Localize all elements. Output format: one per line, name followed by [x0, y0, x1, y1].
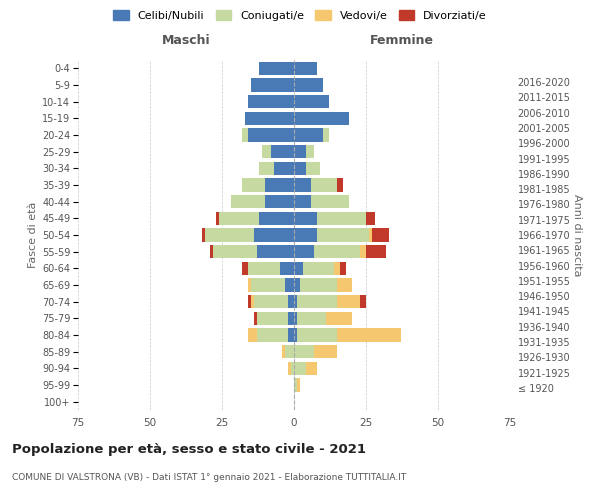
Bar — [294, 262, 302, 275]
Bar — [317, 212, 366, 225]
Bar — [360, 245, 366, 258]
Bar — [294, 378, 297, 392]
Bar — [245, 112, 294, 125]
Bar — [337, 295, 360, 308]
Bar — [288, 295, 294, 308]
Bar — [262, 145, 271, 158]
Bar — [202, 228, 205, 241]
Bar — [294, 128, 323, 141]
Bar — [242, 178, 265, 192]
Bar — [297, 328, 337, 342]
Bar — [317, 228, 369, 241]
Text: Femmine: Femmine — [370, 34, 434, 46]
Bar — [360, 295, 366, 308]
Bar — [294, 278, 300, 291]
Legend: Celibi/Nubili, Coniugati/e, Vedovi/e, Divorziati/e: Celibi/Nubili, Coniugati/e, Vedovi/e, Di… — [109, 6, 491, 25]
Bar — [294, 112, 349, 125]
Bar — [372, 228, 389, 241]
Bar — [242, 262, 248, 275]
Bar — [248, 328, 257, 342]
Bar — [337, 178, 343, 192]
Bar — [216, 212, 219, 225]
Bar — [248, 295, 251, 308]
Bar — [286, 278, 294, 291]
Bar — [248, 278, 251, 291]
Bar — [257, 328, 288, 342]
Bar — [294, 195, 311, 208]
Bar — [294, 162, 305, 175]
Bar — [297, 295, 337, 308]
Bar — [248, 262, 280, 275]
Bar — [305, 362, 317, 375]
Bar — [311, 195, 349, 208]
Bar — [311, 178, 337, 192]
Text: Maschi: Maschi — [161, 34, 211, 46]
Bar — [326, 312, 352, 325]
Bar — [323, 128, 329, 141]
Bar — [294, 145, 305, 158]
Bar — [294, 245, 314, 258]
Bar — [259, 212, 294, 225]
Bar — [248, 128, 294, 141]
Bar — [242, 128, 248, 141]
Bar — [265, 195, 294, 208]
Bar — [211, 245, 214, 258]
Bar — [294, 328, 297, 342]
Bar — [205, 228, 254, 241]
Bar — [248, 95, 294, 108]
Bar — [257, 312, 288, 325]
Bar — [230, 195, 265, 208]
Y-axis label: Fasce di età: Fasce di età — [28, 202, 38, 268]
Bar — [294, 345, 314, 358]
Bar — [294, 178, 311, 192]
Bar — [366, 245, 386, 258]
Bar — [294, 362, 305, 375]
Bar — [280, 262, 294, 275]
Bar — [288, 328, 294, 342]
Bar — [314, 345, 337, 358]
Bar — [274, 162, 294, 175]
Bar — [254, 228, 294, 241]
Bar — [283, 345, 286, 358]
Bar — [294, 228, 317, 241]
Bar — [294, 95, 329, 108]
Bar — [314, 245, 360, 258]
Bar — [251, 78, 294, 92]
Bar — [251, 278, 286, 291]
Text: COMUNE DI VALSTRONA (VB) - Dati ISTAT 1° gennaio 2021 - Elaborazione TUTTITALIA.: COMUNE DI VALSTRONA (VB) - Dati ISTAT 1°… — [12, 472, 406, 482]
Bar — [288, 312, 294, 325]
Bar — [337, 278, 352, 291]
Bar — [305, 145, 314, 158]
Bar — [254, 295, 288, 308]
Text: Popolazione per età, sesso e stato civile - 2021: Popolazione per età, sesso e stato civil… — [12, 442, 366, 456]
Bar — [305, 162, 320, 175]
Bar — [257, 245, 294, 258]
Bar — [340, 262, 346, 275]
Bar — [300, 278, 337, 291]
Bar — [265, 178, 294, 192]
Bar — [334, 262, 340, 275]
Bar — [294, 78, 323, 92]
Bar — [259, 162, 274, 175]
Bar — [302, 262, 334, 275]
Bar — [271, 145, 294, 158]
Bar — [214, 245, 257, 258]
Bar — [254, 312, 257, 325]
Bar — [297, 312, 326, 325]
Bar — [259, 62, 294, 75]
Bar — [369, 228, 372, 241]
Bar — [286, 345, 294, 358]
Bar — [294, 212, 317, 225]
Bar — [288, 362, 291, 375]
Bar — [219, 212, 259, 225]
Bar — [337, 328, 401, 342]
Bar — [251, 295, 254, 308]
Bar — [297, 378, 300, 392]
Bar — [294, 295, 297, 308]
Bar — [294, 312, 297, 325]
Bar — [294, 62, 317, 75]
Y-axis label: Anni di nascita: Anni di nascita — [572, 194, 581, 276]
Bar — [366, 212, 374, 225]
Bar — [291, 362, 294, 375]
